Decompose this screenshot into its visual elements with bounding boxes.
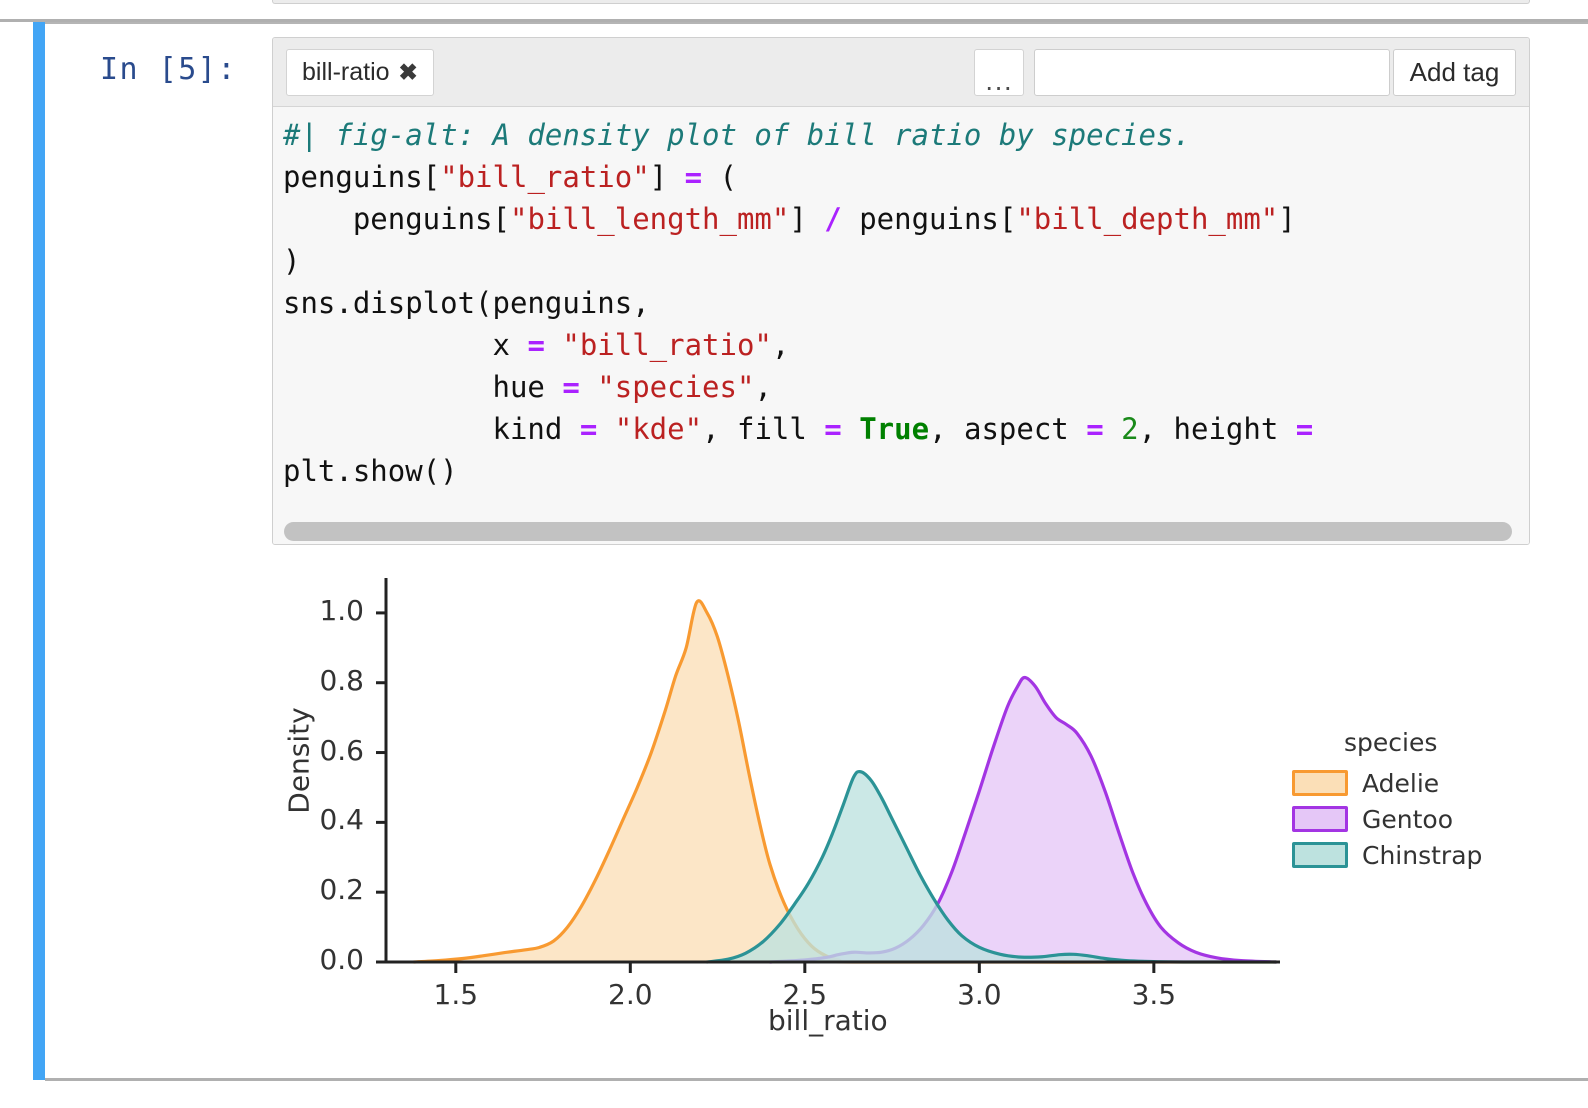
code-line: hue = "species", [283,370,772,404]
add-tag-label: Add tag [1409,57,1500,87]
y-tick-label: 0.2 [319,873,364,907]
legend-swatch [1292,806,1348,832]
previous-cell-edge [272,0,1530,4]
axis-spines [380,578,1280,964]
cell-bottom-border [45,1078,1588,1081]
legend-entry: Chinstrap [1292,837,1522,873]
add-tag-button[interactable]: Add tag [1393,49,1516,96]
legend-swatch [1292,842,1348,868]
code-hscrollbar-thumb[interactable] [284,522,1512,541]
kde-series-chinstrap [705,769,1278,964]
y-tick-label: 0.4 [319,803,364,837]
y-tick-label: 0.6 [319,733,364,767]
tag-remove-icon[interactable]: ✖ [398,59,418,85]
legend-label: Adelie [1362,768,1440,798]
y-tick-label: 1.0 [319,593,364,627]
code-line: penguins["bill_length_mm"] / penguins["b… [283,202,1296,236]
x-tick-label: 2.0 [608,978,653,1011]
tick-marks [376,611,1156,973]
execution-count-prompt: In [5]: [100,52,237,87]
cell-selected-indicator [33,22,45,1080]
cell-output-area: Density bill_ratio 0.0 0.2 0.4 0.6 0.8 1.0 1.… [272,556,1530,1056]
tag-input[interactable] [1034,49,1390,96]
legend-label: Gentoo [1362,804,1453,834]
plot-canvas [376,578,1280,973]
cell-input-area: bill-ratio ✖ ․․․ Add tag #| fig-alt: A d… [272,37,1530,545]
y-tick-label: 0.0 [319,943,364,976]
code-line: ) [283,244,301,278]
legend-title: species [1344,728,1438,757]
kde-density-plot: Density bill_ratio 0.0 0.2 0.4 0.6 0.8 1.0 1.… [272,556,1530,1056]
cell-top-border [45,22,1588,24]
code-text[interactable]: #| fig-alt: A density plot of bill ratio… [283,114,1313,492]
code-line: sns.displot(penguins, [283,286,650,320]
y-tick-label: 0.8 [319,663,364,697]
code-line: plt.show() [283,454,458,488]
legend-entries: Adelie Gentoo Chinstrap [1292,765,1522,873]
x-tick-label: 2.5 [782,978,828,1011]
code-line: #| fig-alt: A density plot of bill ratio… [283,118,1191,152]
tag-chip-label: bill-ratio [302,58,390,86]
cell-tag-bar: bill-ratio ✖ ․․․ Add tag [273,38,1529,107]
legend-entry: Gentoo [1292,801,1522,837]
x-tick-label: 3.0 [957,978,1002,1011]
plot-legend: species Adelie Gentoo Chinstrap [1292,728,1522,873]
code-editor[interactable]: #| fig-alt: A density plot of bill ratio… [273,108,1529,516]
tag-chip-bill-ratio[interactable]: bill-ratio ✖ [286,49,434,96]
legend-entry: Adelie [1292,765,1522,801]
x-tick-label: 1.5 [433,978,479,1011]
code-line: x = "bill_ratio", [283,328,790,362]
ellipsis-icon: ․․․ [984,67,1014,96]
legend-swatch [1292,770,1348,796]
code-line: penguins["bill_ratio"] = ( [283,160,737,194]
cell-separator [0,19,1588,22]
x-axis-label: bill_ratio [768,1004,888,1037]
legend-label: Chinstrap [1362,840,1483,870]
tag-overflow-button[interactable]: ․․․ [974,49,1024,96]
x-tick-label: 3.5 [1131,978,1177,1011]
code-line: kind = "kde", fill = True, aspect = 2, h… [283,412,1314,446]
